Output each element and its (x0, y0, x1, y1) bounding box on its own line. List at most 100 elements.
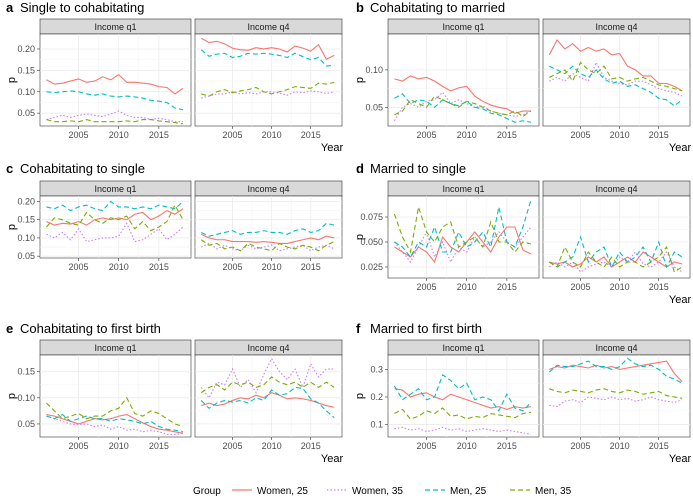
facet-q1: Income q1 2005 2010 2015 (39, 180, 192, 272)
series-line-women-25 (201, 392, 335, 408)
x-tick-label: 2005 (69, 130, 89, 140)
gridlines (543, 355, 690, 437)
facet-label: Income q1 (94, 343, 136, 353)
y-tick-label: 0.2 (370, 392, 383, 402)
facet-label: Income q4 (595, 22, 637, 32)
plot-area (387, 195, 540, 279)
y-axis-label: p (6, 393, 18, 399)
x-tick-label: 2005 (69, 262, 89, 272)
series-line-women-25 (549, 251, 683, 268)
series-line-women-25 (46, 208, 184, 226)
x-tick-label: 2010 (109, 262, 129, 272)
gridlines (388, 196, 539, 278)
y-tick-label: 0.10 (365, 65, 383, 75)
gridlines (388, 355, 539, 437)
series-line-women-25 (46, 73, 184, 95)
x-tick-label: 2010 (457, 282, 477, 292)
y-axis-label: p (6, 77, 18, 83)
chart-title: Cohabitating to first birth (20, 321, 161, 336)
series-line-men-25 (46, 200, 184, 212)
y-tick-label: 0.3 (370, 364, 383, 374)
facet-label: Income q4 (247, 22, 289, 32)
series-line-women-35 (394, 426, 532, 435)
series-line-men-35 (200, 376, 335, 394)
x-tick-label: 2015 (301, 262, 321, 272)
legend-item: Men, 35 (535, 486, 572, 497)
chart-letter: f (356, 321, 361, 336)
y-axis-label: p (6, 224, 18, 230)
y-axis-label: p (354, 77, 366, 83)
x-tick-label: 2005 (417, 130, 437, 140)
x-axis-label: Year (669, 294, 692, 306)
x-tick-label: 2005 (417, 282, 437, 292)
x-axis-label: Year (321, 453, 344, 465)
y-tick-label: 0.05 (17, 251, 35, 261)
legend-title: Group (193, 486, 221, 497)
facet-label: Income q4 (595, 343, 637, 353)
plot-area (387, 33, 540, 127)
gridlines (388, 34, 539, 126)
chart-title: Cohabitating to single (20, 161, 145, 176)
chart-title: Cohabitating to married (370, 0, 505, 15)
y-tick-label: 0.10 (17, 393, 35, 403)
series-line-women-35 (46, 415, 184, 435)
x-tick-label: 2005 (571, 282, 591, 292)
facet-q1: Income q1 2005 2010 2015 (39, 339, 192, 451)
x-tick-label: 2015 (497, 441, 517, 451)
x-tick-label: 2010 (262, 262, 282, 272)
series-line-men-35 (549, 61, 683, 92)
x-tick-label: 2005 (223, 262, 243, 272)
x-axis-label: Year (669, 142, 692, 154)
x-tick-label: 2010 (262, 441, 282, 451)
series-line-men-25 (46, 90, 184, 111)
y-axis-label: p (354, 393, 366, 399)
x-tick-label: 2015 (301, 130, 321, 140)
facet-q1: Income q1 2005 2010 2015 (387, 180, 540, 292)
y-tick-label: 0.20 (17, 44, 35, 54)
x-tick-label: 2005 (223, 130, 243, 140)
series-line-men-25 (549, 65, 683, 107)
series-line-men-25 (201, 222, 335, 237)
chart-letter: d (356, 161, 364, 176)
series-line-men-25 (46, 413, 184, 433)
x-tick-label: 2010 (109, 441, 129, 451)
series-line-men-35 (394, 407, 532, 420)
gridlines (40, 355, 191, 437)
series-line-men-25 (548, 235, 683, 269)
facet-label: Income q1 (94, 22, 136, 32)
series-line-men-35 (549, 388, 683, 399)
legend-item: Women, 35 (352, 486, 403, 497)
x-tick-label: 2015 (149, 130, 169, 140)
facet-q4: Income q4 2005 2010 2015 (542, 180, 691, 292)
y-tick-label: 0.05 (17, 419, 35, 429)
legend-item: Men, 25 (450, 486, 487, 497)
y-tick-label: 0.05 (17, 108, 35, 118)
facet-label: Income q4 (247, 343, 289, 353)
facet-label: Income q4 (247, 184, 289, 194)
series-line-men-35 (46, 119, 184, 125)
series-line-men-25 (200, 49, 335, 67)
x-tick-label: 2005 (417, 441, 437, 451)
plot-area (194, 354, 343, 438)
facet-label: Income q1 (442, 184, 484, 194)
x-tick-label: 2015 (649, 282, 669, 292)
gridlines (40, 196, 191, 258)
series-line-men-25 (394, 93, 532, 123)
x-tick-label: 2010 (610, 130, 630, 140)
facet-label: Income q1 (442, 343, 484, 353)
facet-q4: Income q4 2005 2010 2015 (542, 339, 691, 451)
x-tick-label: 2015 (149, 262, 169, 272)
facet-label: Income q4 (595, 184, 637, 194)
x-axis-label: Year (321, 142, 344, 154)
chart-d: d Married to single p Income q1 2005 2010 2015… (354, 161, 691, 306)
series-line-women-25 (394, 226, 532, 264)
series-line-men-35 (548, 245, 683, 273)
x-tick-label: 2010 (262, 130, 282, 140)
chart-letter: b (356, 0, 364, 15)
y-tick-label: 0.1 (370, 420, 383, 430)
facet-q1: Income q1 2005 2010 2015 (387, 18, 540, 140)
x-tick-label: 2010 (610, 282, 630, 292)
x-tick-label: 2010 (610, 441, 630, 451)
series-line-women-35 (46, 110, 183, 123)
